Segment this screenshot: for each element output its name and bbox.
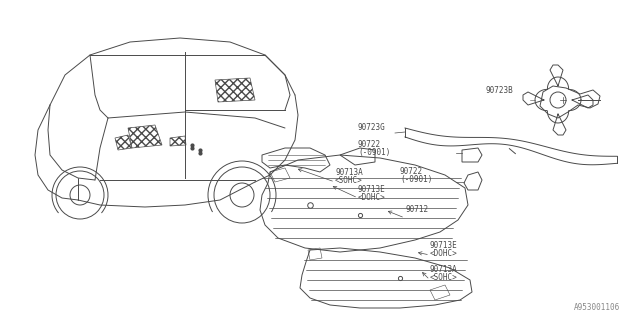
Polygon shape <box>115 135 132 150</box>
Polygon shape <box>215 78 255 102</box>
Text: 90713E: 90713E <box>430 241 458 250</box>
Text: <SOHC>: <SOHC> <box>335 176 363 185</box>
Text: <SOHC>: <SOHC> <box>430 273 458 282</box>
Text: 90723G: 90723G <box>358 123 386 132</box>
Text: (-0901): (-0901) <box>358 148 390 157</box>
Text: A953001106: A953001106 <box>573 303 620 312</box>
Text: 90712: 90712 <box>405 205 428 214</box>
Polygon shape <box>128 125 162 148</box>
Text: (-0901): (-0901) <box>400 175 433 184</box>
Text: <DOHC>: <DOHC> <box>358 193 386 202</box>
Polygon shape <box>170 136 186 146</box>
Text: 90713A: 90713A <box>335 168 363 177</box>
Text: 90723B: 90723B <box>485 86 513 95</box>
Text: 90722: 90722 <box>358 140 381 149</box>
Text: 90722: 90722 <box>400 167 423 176</box>
Text: 90713A: 90713A <box>430 265 458 274</box>
Text: 90713E: 90713E <box>358 185 386 194</box>
Text: <DOHC>: <DOHC> <box>430 249 458 258</box>
